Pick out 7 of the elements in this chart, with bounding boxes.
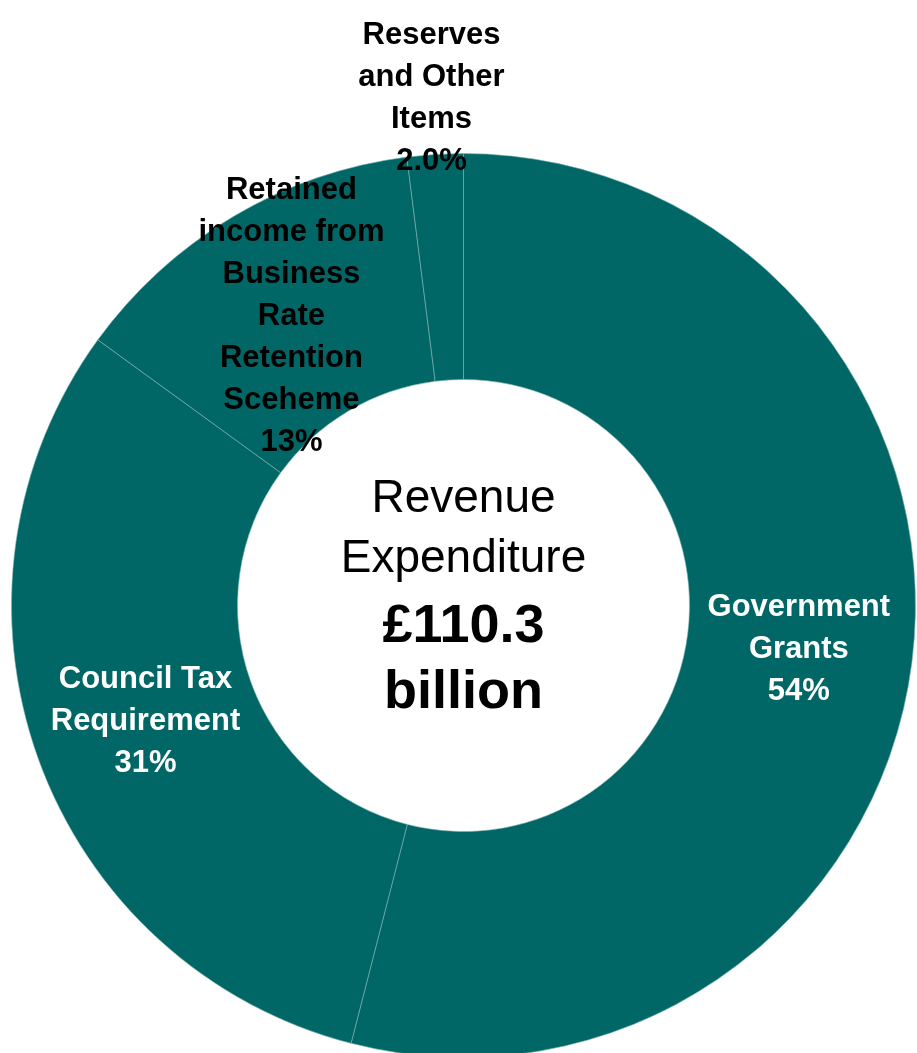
slice-label: Reserves and Other Items [358,16,505,136]
slice-label: Council Tax Requirement [50,660,241,738]
data-label: 54% [767,672,830,708]
text: £110.3 billion [382,592,545,719]
data-label: 31% [114,744,177,780]
slice-label: Government Grants [707,588,891,666]
text: Revenue Expenditure [340,469,587,582]
